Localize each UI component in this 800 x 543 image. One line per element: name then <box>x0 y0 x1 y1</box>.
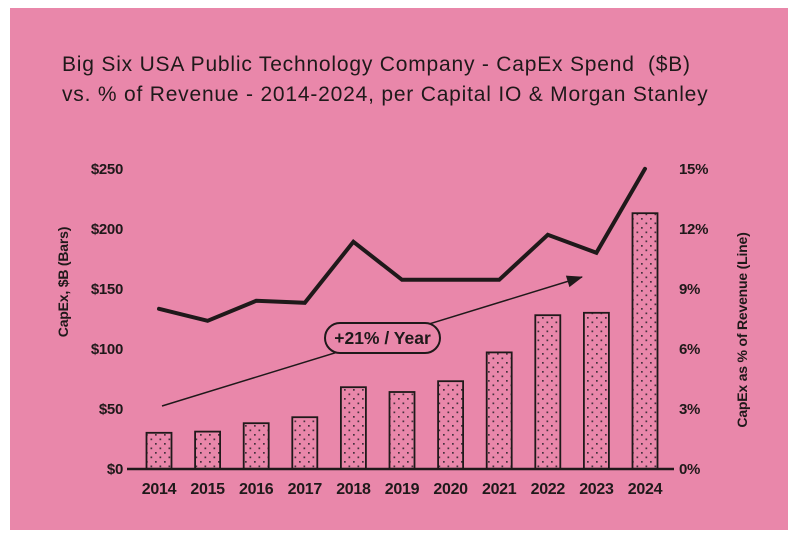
year-label-2015: 2015 <box>190 481 225 498</box>
chart-title-line1: Big Six USA Public Technology Company - … <box>62 53 691 76</box>
x-axis-year-labels: 2014 2015 2016 2017 2018 2019 2020 2021 2022 2023… <box>142 481 663 498</box>
left-tick-label: $250 <box>91 161 123 178</box>
bar-2018 <box>339 386 367 470</box>
year-label-2014: 2014 <box>142 481 177 498</box>
bar-2022 <box>534 314 562 470</box>
right-tick-label: 3% <box>679 401 700 418</box>
year-label-2017: 2017 <box>288 481 323 498</box>
right-axis-tick-labels: 0% 3% 6% 9% 12% 15% <box>679 161 708 478</box>
chart-title-line2: vs. % of Revenue - 2014-2024, per Capita… <box>62 83 708 106</box>
year-label-2016: 2016 <box>239 481 274 498</box>
capex-bars <box>145 212 659 470</box>
year-label-2019: 2019 <box>385 481 420 498</box>
left-axis-title: CapEx, $B (Bars) <box>55 227 71 337</box>
right-axis-title: CapEx as % of Revenue (Line) <box>734 232 750 427</box>
right-tick-label: 9% <box>679 281 700 298</box>
bar-2017 <box>291 416 319 470</box>
annotation-label: +21% / Year <box>334 328 431 348</box>
year-label-2022: 2022 <box>531 481 566 498</box>
year-label-2021: 2021 <box>482 481 517 498</box>
bar-2024 <box>631 212 659 470</box>
year-label-2018: 2018 <box>336 481 371 498</box>
right-tick-label: 0% <box>679 461 700 478</box>
year-label-2023: 2023 <box>579 481 614 498</box>
growth-annotation: +21% / Year <box>324 322 441 354</box>
right-tick-label: 15% <box>679 161 708 178</box>
left-tick-label: $200 <box>91 221 123 238</box>
bar-2021 <box>485 351 513 470</box>
left-axis-tick-labels: $0 $50 $100 $150 $200 $250 <box>91 161 123 478</box>
left-tick-label: $150 <box>91 281 123 298</box>
left-tick-label: $100 <box>91 341 123 358</box>
year-label-2020: 2020 <box>433 481 468 498</box>
left-tick-label: $0 <box>107 461 123 478</box>
capex-percent-of-revenue-line <box>157 166 647 323</box>
bar-2015 <box>194 430 222 470</box>
year-label-2024: 2024 <box>628 481 663 498</box>
annotation-oval <box>324 322 441 354</box>
bar-2016 <box>242 422 270 470</box>
right-tick-label: 6% <box>679 341 700 358</box>
bar-2019 <box>388 391 416 470</box>
left-tick-label: $50 <box>99 401 123 418</box>
right-tick-label: 12% <box>679 221 708 238</box>
bar-2020 <box>437 380 465 470</box>
bar-2023 <box>583 311 610 470</box>
bar-2014 <box>145 431 173 470</box>
